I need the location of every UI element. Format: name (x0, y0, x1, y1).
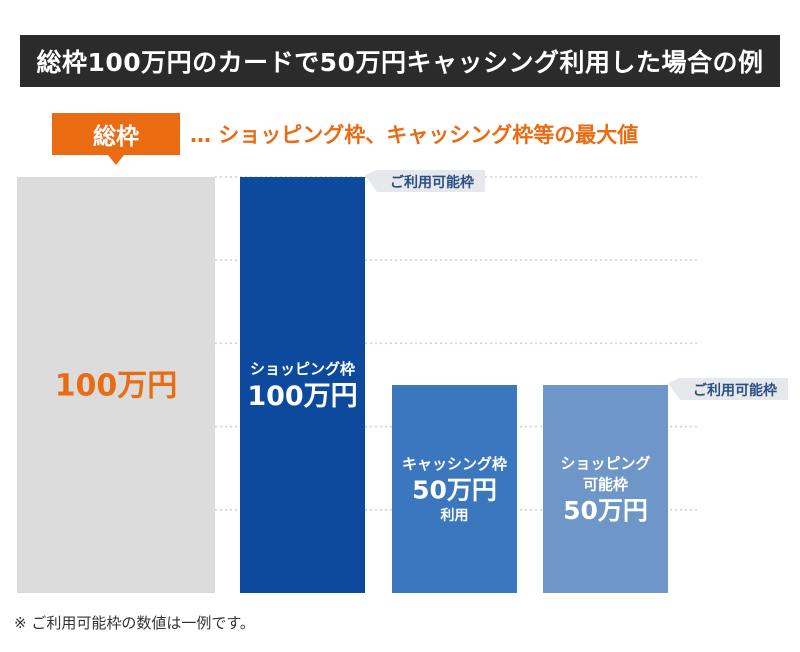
bar-label-shopping-0: ショッピング枠 (250, 360, 355, 378)
bar-label-shopping-1: 100万円 (247, 381, 357, 412)
bar-label-shopping_available-2: 50万円 (563, 496, 648, 525)
callout-tab-0 (365, 170, 485, 192)
bar-label-total-0: 100万円 (55, 369, 178, 404)
callout-label-1: ご利用可能枠 (693, 382, 777, 399)
bar-label-shopping_available-1: 可能枠 (583, 475, 628, 493)
footnote: ※ ご利用可能枠の数値は一例です。 (14, 614, 255, 632)
tag-pointer (108, 155, 124, 165)
bar-label-shopping_available-0: ショッピング (560, 454, 650, 472)
callout-tab-1 (668, 378, 788, 400)
bar-cashing (392, 385, 517, 593)
bar-label-cashing-2: 利用 (441, 507, 469, 524)
bar-shopping_available (543, 385, 668, 593)
bar-total (17, 177, 215, 593)
total-tag: 総枠 (52, 113, 180, 155)
total-description: … ショッピング枠、キャッシング枠等の最大値 (190, 123, 639, 147)
callout-label-0: ご利用可能枠 (390, 174, 474, 191)
bar-label-cashing-0: キャッシング枠 (402, 455, 507, 473)
bar-shopping (240, 177, 365, 593)
chart-title: 総枠100万円のカードで50万円キャッシング利用した場合の例 (20, 35, 780, 87)
bar-label-cashing-1: 50万円 (412, 475, 497, 504)
